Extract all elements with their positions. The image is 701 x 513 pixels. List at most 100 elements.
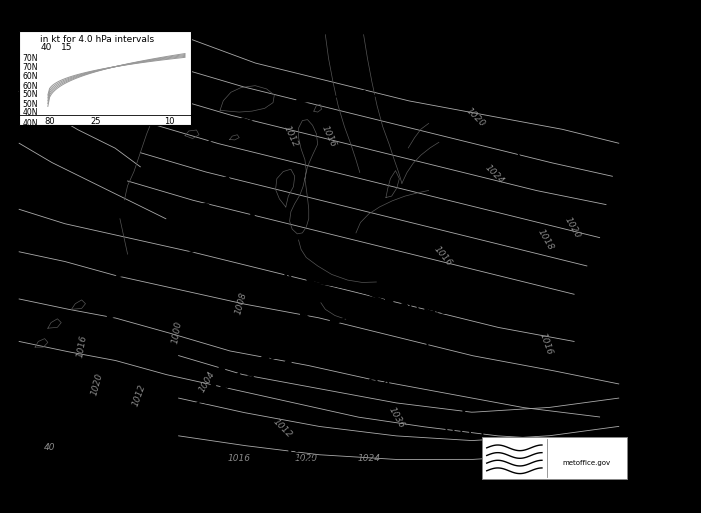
Polygon shape (430, 323, 437, 330)
Text: 1012: 1012 (271, 418, 294, 440)
Circle shape (519, 175, 526, 180)
Circle shape (343, 309, 350, 315)
Circle shape (323, 279, 331, 284)
Text: 1024: 1024 (483, 163, 505, 185)
Polygon shape (290, 348, 298, 355)
Polygon shape (267, 107, 275, 113)
Text: 1027: 1027 (19, 422, 68, 441)
Text: 50N: 50N (22, 100, 38, 109)
Circle shape (238, 202, 246, 208)
Polygon shape (404, 368, 413, 373)
Text: 1020: 1020 (464, 106, 486, 129)
Text: 1016: 1016 (75, 334, 88, 358)
Text: 1016: 1016 (433, 245, 454, 268)
Text: 1012: 1012 (131, 383, 147, 408)
Polygon shape (231, 188, 239, 193)
Circle shape (400, 304, 407, 309)
Polygon shape (277, 262, 285, 268)
Circle shape (192, 245, 200, 250)
Text: 1024: 1024 (344, 377, 393, 396)
Text: 1026: 1026 (268, 457, 317, 476)
Text: metoffice.gov: metoffice.gov (562, 460, 611, 466)
Polygon shape (106, 337, 114, 343)
Text: 1004: 1004 (198, 369, 217, 394)
Polygon shape (360, 90, 369, 95)
Polygon shape (159, 420, 167, 426)
Text: L: L (283, 270, 292, 285)
Polygon shape (247, 213, 256, 220)
Text: 1028: 1028 (497, 101, 547, 120)
Polygon shape (427, 310, 435, 317)
Text: 1036: 1036 (387, 406, 407, 430)
Circle shape (315, 328, 323, 333)
Polygon shape (301, 313, 308, 320)
Polygon shape (233, 373, 241, 379)
Text: 10: 10 (164, 117, 175, 126)
Text: L: L (184, 185, 193, 200)
Circle shape (135, 264, 142, 270)
Polygon shape (320, 93, 329, 99)
Text: L: L (78, 268, 88, 283)
Bar (19, 31, 191, 125)
Text: H: H (517, 84, 529, 99)
Text: 1018: 1018 (545, 313, 594, 332)
Polygon shape (261, 239, 269, 245)
Polygon shape (107, 313, 115, 320)
Polygon shape (284, 359, 292, 365)
Polygon shape (180, 409, 188, 416)
Circle shape (222, 177, 229, 183)
Circle shape (208, 155, 216, 161)
Circle shape (307, 277, 315, 282)
Polygon shape (105, 301, 113, 308)
Polygon shape (422, 348, 430, 354)
Text: 1008: 1008 (234, 291, 248, 316)
Polygon shape (98, 448, 107, 455)
Circle shape (268, 252, 276, 258)
Text: L: L (426, 282, 435, 297)
Text: 1000: 1000 (171, 320, 184, 344)
Text: 1003: 1003 (262, 287, 312, 306)
Circle shape (386, 297, 393, 303)
Circle shape (280, 348, 287, 353)
Text: 40: 40 (40, 43, 52, 52)
Polygon shape (428, 336, 436, 343)
Text: 40N: 40N (22, 108, 38, 116)
Polygon shape (139, 430, 147, 437)
Text: 1011: 1011 (440, 422, 489, 441)
Circle shape (513, 156, 520, 161)
Text: 1020: 1020 (90, 371, 104, 396)
Text: 1020: 1020 (294, 454, 318, 463)
Text: 40N: 40N (22, 119, 38, 128)
Text: 15: 15 (61, 43, 73, 52)
Polygon shape (102, 289, 109, 296)
Text: 80: 80 (44, 117, 55, 126)
Text: H: H (287, 440, 300, 455)
Polygon shape (210, 376, 217, 382)
Text: 1016: 1016 (320, 124, 337, 148)
Circle shape (116, 270, 123, 276)
Polygon shape (340, 91, 349, 96)
Circle shape (330, 319, 338, 324)
Text: H: H (364, 360, 376, 375)
Text: 70N: 70N (22, 63, 38, 72)
Text: 25: 25 (90, 117, 101, 126)
Polygon shape (215, 165, 224, 171)
Text: 1020: 1020 (563, 216, 583, 241)
Circle shape (414, 311, 422, 317)
Text: 1016: 1016 (537, 331, 554, 356)
Polygon shape (299, 325, 307, 332)
Text: H: H (39, 405, 53, 420)
Circle shape (299, 339, 306, 344)
Circle shape (516, 165, 523, 170)
Polygon shape (297, 289, 305, 296)
Polygon shape (300, 301, 308, 308)
Polygon shape (57, 461, 66, 467)
Text: 1012: 1012 (281, 124, 299, 148)
Text: 1018: 1018 (536, 228, 555, 252)
Text: 1016: 1016 (228, 454, 251, 463)
Text: 1002: 1002 (163, 202, 213, 221)
Text: H: H (564, 296, 578, 311)
Text: 1013: 1013 (404, 299, 454, 318)
Text: L: L (234, 358, 244, 372)
Text: 60N: 60N (22, 72, 38, 81)
